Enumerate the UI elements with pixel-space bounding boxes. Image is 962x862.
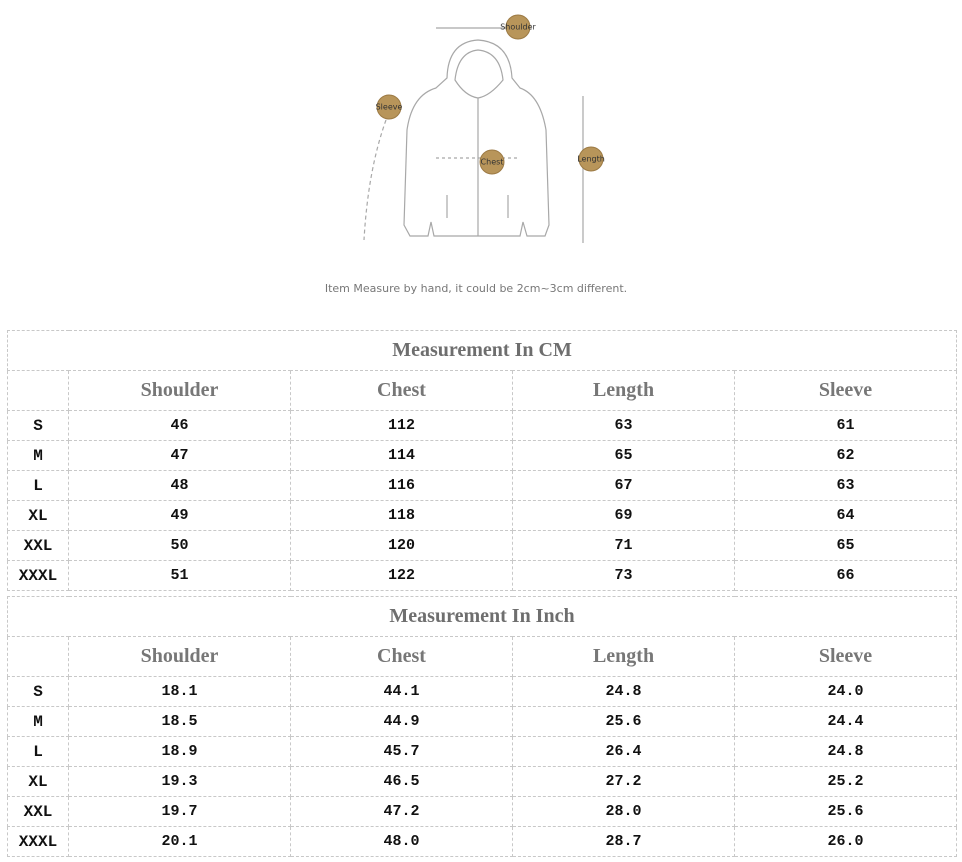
value-cell: 116 [290,470,513,501]
value-cell: 24.8 [512,676,735,707]
value-cell: 27.2 [512,766,735,797]
size-table: Measurement In CM Shoulder Chest Length Slee… [6,330,958,591]
value-cell: 19.3 [68,766,291,797]
header-cell: Length [512,636,735,677]
value-cell: 24.4 [733,706,958,737]
data-row: XXL 19.7 47.2 28.0 25.6 [7,796,958,827]
size-cell: M [7,440,69,471]
data-row: L 18.9 45.7 26.4 24.8 [7,736,958,767]
data-row: XXXL 51 122 73 66 [7,560,958,591]
header-cell: Sleeve [733,636,958,677]
size-cell: XXL [7,796,69,827]
header-row: Shoulder Chest Length Sleeve [7,370,958,411]
value-cell: 49 [68,500,291,531]
title-row: Measurement In CM [6,330,958,371]
header-cell: Chest [290,636,513,677]
diagram-label: Length [577,155,605,164]
table-title: Measurement In CM [6,330,958,371]
value-cell: 114 [290,440,513,471]
value-cell: 25.6 [733,796,958,827]
value-cell: 18.5 [68,706,291,737]
size-cell: L [7,736,69,767]
table-title: Measurement In Inch [6,596,958,637]
value-cell: 47.2 [290,796,513,827]
value-cell: 28.0 [512,796,735,827]
header-cell: Sleeve [733,370,958,411]
value-cell: 28.7 [512,826,735,857]
header-cell: Shoulder [68,370,291,411]
header-cell: Shoulder [68,636,291,677]
data-row: M 18.5 44.9 25.6 24.4 [7,706,958,737]
value-cell: 73 [512,560,735,591]
value-cell: 20.1 [68,826,291,857]
size-diagram: Shoulder Sleeve Chest Length [363,14,605,243]
value-cell: 25.2 [733,766,958,797]
value-cell: 122 [290,560,513,591]
size-cell: S [7,410,69,441]
value-cell: 120 [290,530,513,561]
size-cell: XXXL [7,560,69,591]
value-cell: 48.0 [290,826,513,857]
diagram-label: Shoulder [500,23,536,32]
value-cell: 44.9 [290,706,513,737]
data-row: XXL 50 120 71 65 [7,530,958,561]
size-cell: XXL [7,530,69,561]
value-cell: 24.8 [733,736,958,767]
data-row: XXXL 20.1 48.0 28.7 26.0 [7,826,958,857]
note: Item Measure by hand, it could be 2cm~3c… [324,282,628,295]
value-cell: 18.1 [68,676,291,707]
size-cell: S [7,676,69,707]
value-cell: 47 [68,440,291,471]
header-row: Shoulder Chest Length Sleeve [7,636,958,677]
diagram-label: Sleeve [376,103,403,112]
title-row: Measurement In Inch [6,596,958,637]
header-cell: Length [512,370,735,411]
size-table: Measurement In Inch Shoulder Chest Length Sl… [6,596,958,857]
diagram-label: Chest [481,158,504,167]
value-cell: 65 [733,530,958,561]
value-cell: 26.0 [733,826,958,857]
value-cell: 44.1 [290,676,513,707]
data-row: XL 49 118 69 64 [7,500,958,531]
size-cell: XXXL [7,826,69,857]
data-row: L 48 116 67 63 [7,470,958,501]
size-cell: XL [7,766,69,797]
value-cell: 46.5 [290,766,513,797]
value-cell: 63 [512,410,735,441]
data-row: XL 19.3 46.5 27.2 25.2 [7,766,958,797]
value-cell: 25.6 [512,706,735,737]
header-cell: Chest [290,370,513,411]
value-cell: 46 [68,410,291,441]
value-cell: 18.9 [68,736,291,767]
value-cell: 24.0 [733,676,958,707]
header-cell [7,636,69,677]
size-cell: L [7,470,69,501]
value-cell: 67 [512,470,735,501]
value-cell: 62 [733,440,958,471]
value-cell: 69 [512,500,735,531]
value-cell: 65 [512,440,735,471]
value-cell: 48 [68,470,291,501]
size-cell: M [7,706,69,737]
value-cell: 50 [68,530,291,561]
value-cell: 118 [290,500,513,531]
value-cell: 61 [733,410,958,441]
value-cell: 45.7 [290,736,513,767]
value-cell: 19.7 [68,796,291,827]
data-row: S 18.1 44.1 24.8 24.0 [7,676,958,707]
value-cell: 26.4 [512,736,735,767]
value-cell: 51 [68,560,291,591]
data-row: M 47 114 65 62 [7,440,958,471]
value-cell: 112 [290,410,513,441]
value-cell: 66 [733,560,958,591]
header-cell [7,370,69,411]
value-cell: 63 [733,470,958,501]
size-cell: XL [7,500,69,531]
value-cell: 64 [733,500,958,531]
value-cell: 71 [512,530,735,561]
data-row: S 46 112 63 61 [7,410,958,441]
